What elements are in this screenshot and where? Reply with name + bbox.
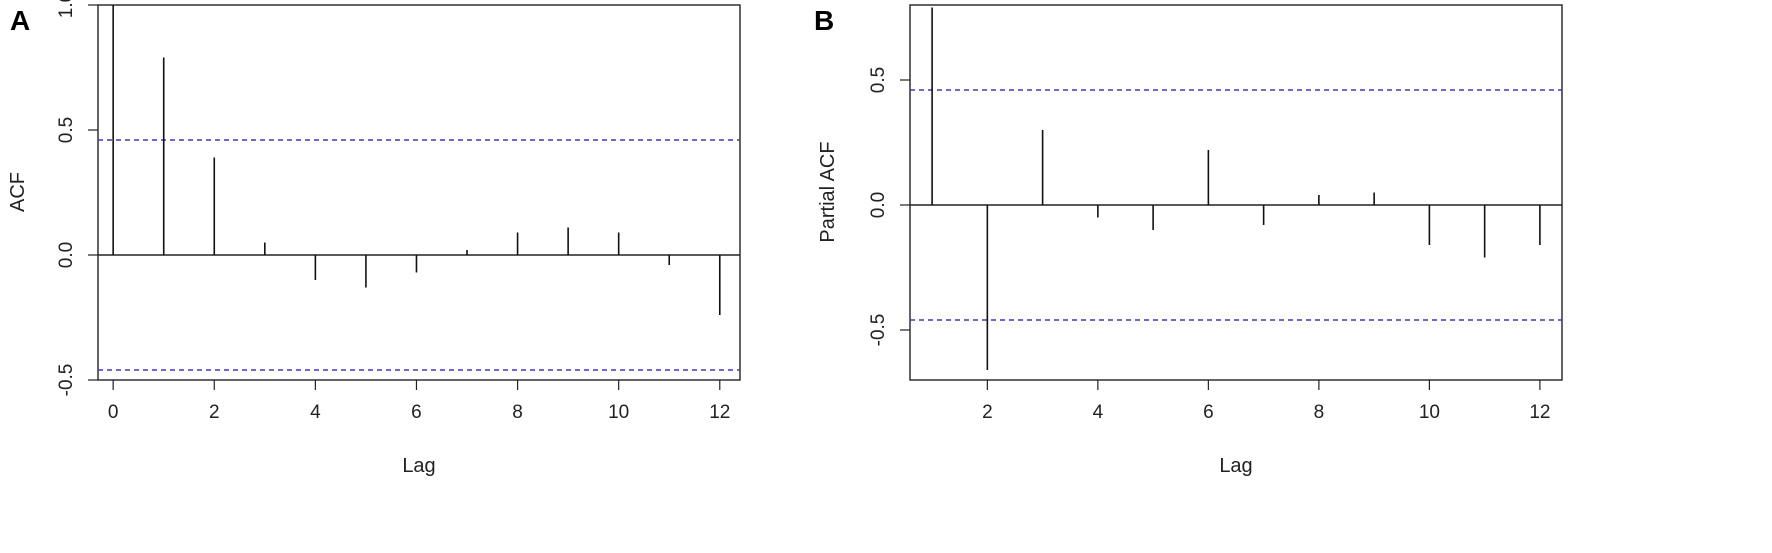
x-tick-label: 2 xyxy=(982,402,993,423)
y-tick-label: 0.0 xyxy=(56,242,77,268)
panel-letter: B xyxy=(814,5,834,36)
y-tick-label: 0.0 xyxy=(868,192,889,218)
x-tick-label: 12 xyxy=(709,402,730,423)
plot-frame xyxy=(909,4,1563,381)
x-tick-label: 12 xyxy=(1529,402,1550,423)
x-tick-label: 10 xyxy=(1419,402,1440,423)
x-axis-label: Lag xyxy=(402,455,435,477)
y-axis-label: ACF xyxy=(7,172,29,212)
x-axis-label: Lag xyxy=(1219,455,1252,477)
y-tick-label: 1.0 xyxy=(56,0,77,18)
x-tick-label: 4 xyxy=(1093,402,1104,423)
y-axis-label: Partial ACF xyxy=(817,141,839,242)
x-tick-label: 4 xyxy=(310,402,321,423)
y-tick-label: -0.5 xyxy=(868,314,889,347)
y-tick-label: -0.5 xyxy=(56,364,77,397)
x-tick-label: 10 xyxy=(608,402,629,423)
panel-b: B 2 4 6 8 10 12 -0.5 0.0 0.5 Lag Partial ACF xyxy=(814,4,1563,477)
y-tick-label: 0.5 xyxy=(56,117,77,143)
x-tick-label: 6 xyxy=(411,402,422,423)
x-tick-label: 2 xyxy=(209,402,220,423)
plot-frame xyxy=(97,4,741,381)
x-tick-label: 8 xyxy=(512,402,523,423)
panel-letter: A xyxy=(10,5,30,36)
x-tick-label: 6 xyxy=(1203,402,1214,423)
y-tick-label: 0.5 xyxy=(868,67,889,93)
panel-a: A 0 2 4 6 8 10 12 -0.5 0.0 0.5 1.0 Lag ACF xyxy=(7,0,741,477)
x-tick-label: 8 xyxy=(1314,402,1325,423)
x-tick-label: 0 xyxy=(108,402,119,423)
